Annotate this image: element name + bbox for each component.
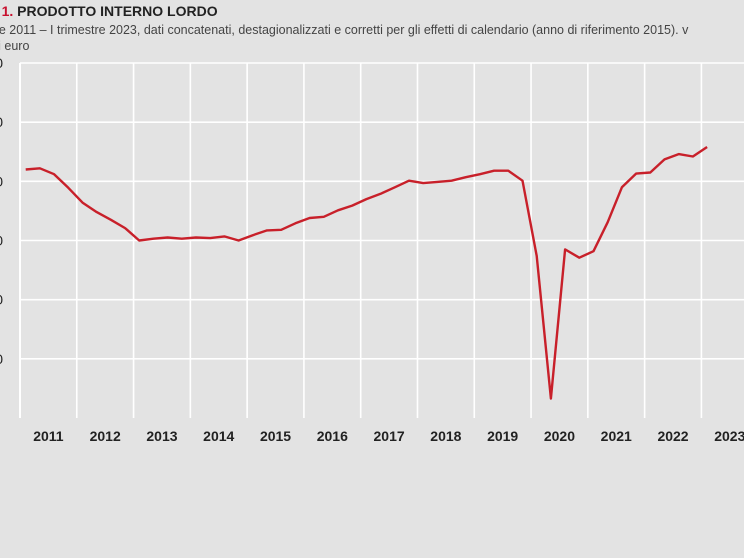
chart-title-text: PRODOTTO INTERNO LORDO	[17, 3, 218, 19]
x-tick-label: 2017	[374, 428, 405, 444]
x-tick-label: 2022	[657, 428, 688, 444]
grid	[19, 62, 744, 418]
figure-number: RA 1.	[0, 3, 14, 19]
x-tick-label: 2023	[714, 428, 744, 444]
chart-subtitle: estre 2011 – I trimestre 2023, dati conc…	[0, 23, 689, 53]
series	[25, 146, 708, 400]
chart-title: RA 1. PRODOTTO INTERNO LORDO	[0, 2, 688, 20]
y-tick-label: 0	[0, 114, 3, 130]
x-tick-label: 2016	[317, 428, 348, 444]
x-tick-label: 2021	[601, 428, 632, 444]
x-tick-label: 2013	[146, 428, 177, 444]
x-tick-label: 2020	[544, 428, 575, 444]
y-tick-label: 0	[0, 292, 3, 308]
y-tick-label: 0	[0, 351, 3, 367]
y-axis-tick-labels: 0 0 0 0 0 0	[0, 55, 3, 367]
y-tick-label: 0	[0, 55, 3, 71]
x-tick-label: 2012	[90, 428, 121, 444]
x-tick-label: 2015	[260, 428, 291, 444]
gdp-series-line	[25, 146, 708, 400]
x-tick-label: 2014	[203, 428, 234, 444]
y-tick-label: 0	[0, 173, 3, 189]
x-tick-label: 2011	[33, 428, 64, 444]
x-tick-label: 2019	[487, 428, 518, 444]
chart-header: RA 1. PRODOTTO INTERNO LORDO estre 2011 …	[0, 2, 688, 54]
y-tick-label: 0	[0, 233, 3, 249]
x-axis-tick-labels: 2011 2012 2013 2014 2015 2016 2017 2018 2019 2020…	[33, 428, 744, 444]
x-tick-label: 2018	[430, 428, 461, 444]
